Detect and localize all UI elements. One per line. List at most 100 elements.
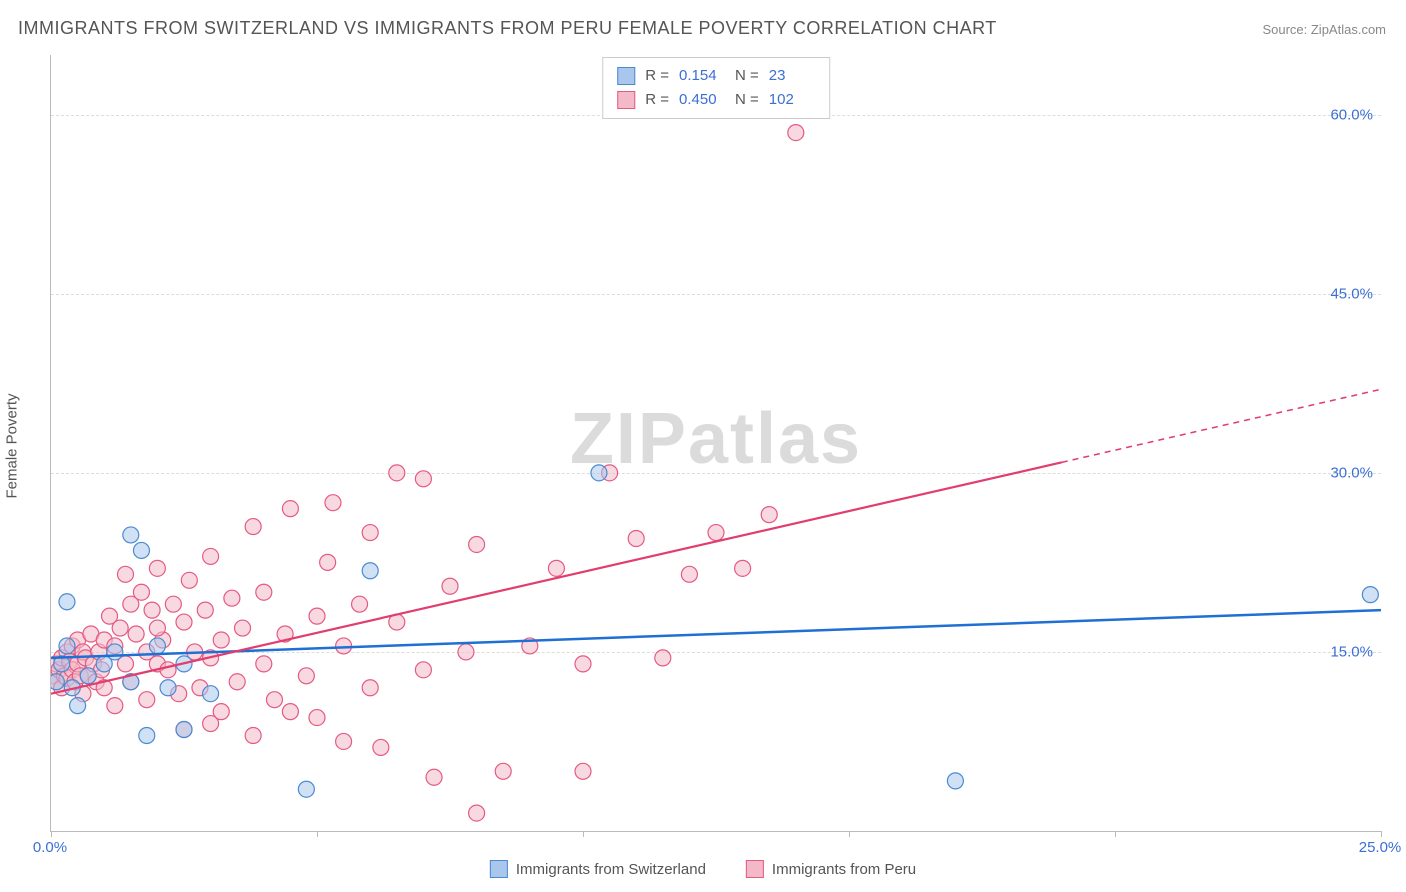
data-point	[681, 566, 697, 582]
trend-line	[51, 462, 1062, 693]
data-point	[628, 531, 644, 547]
stats-legend: R = 0.154 N = 23 R = 0.450 N = 102	[602, 57, 830, 119]
x-tick	[51, 831, 52, 837]
data-point	[229, 674, 245, 690]
data-point	[266, 692, 282, 708]
swatch-switzerland	[490, 860, 508, 878]
data-point	[160, 662, 176, 678]
data-point	[352, 596, 368, 612]
legend-label: Immigrants from Peru	[772, 861, 916, 878]
data-point	[235, 620, 251, 636]
data-point	[203, 548, 219, 564]
data-point	[282, 501, 298, 517]
data-point	[256, 584, 272, 600]
data-point	[245, 519, 261, 535]
data-point	[389, 465, 405, 481]
legend-label: Immigrants from Switzerland	[516, 861, 706, 878]
n-value-1: 23	[769, 64, 815, 88]
data-point	[309, 710, 325, 726]
data-point	[761, 507, 777, 523]
data-point	[469, 805, 485, 821]
data-point	[336, 733, 352, 749]
data-point	[373, 739, 389, 755]
data-point	[245, 727, 261, 743]
data-point	[655, 650, 671, 666]
trend-line	[51, 610, 1381, 658]
n-value-2: 102	[769, 88, 815, 112]
n-label: N =	[735, 64, 759, 88]
data-point	[309, 608, 325, 624]
data-point	[282, 704, 298, 720]
data-point	[203, 716, 219, 732]
data-point	[51, 674, 64, 690]
data-point	[165, 596, 181, 612]
data-point	[325, 495, 341, 511]
data-point	[442, 578, 458, 594]
data-point	[139, 727, 155, 743]
data-point	[176, 722, 192, 738]
source-attribution: Source: ZipAtlas.com	[1262, 22, 1386, 37]
data-point	[708, 525, 724, 541]
data-point	[176, 614, 192, 630]
data-point	[181, 572, 197, 588]
chart-title: IMMIGRANTS FROM SWITZERLAND VS IMMIGRANT…	[18, 18, 997, 39]
data-point	[469, 536, 485, 552]
data-point	[735, 560, 751, 576]
r-label: R =	[645, 88, 669, 112]
x-tick	[1115, 831, 1116, 837]
plot-area: R = 0.154 N = 23 R = 0.450 N = 102 ZIPat…	[50, 55, 1381, 832]
data-point	[203, 686, 219, 702]
legend-item-peru: Immigrants from Peru	[746, 860, 916, 878]
data-point	[298, 781, 314, 797]
stats-row-1: R = 0.154 N = 23	[617, 64, 815, 88]
data-point	[213, 632, 229, 648]
y-axis-label: Female Poverty	[4, 393, 21, 498]
data-point	[458, 644, 474, 660]
data-point	[1362, 587, 1378, 603]
data-point	[415, 471, 431, 487]
data-point	[788, 125, 804, 141]
x-tick	[583, 831, 584, 837]
r-label: R =	[645, 64, 669, 88]
data-point	[575, 656, 591, 672]
data-point	[149, 560, 165, 576]
data-point	[112, 620, 128, 636]
data-point	[160, 680, 176, 696]
chart-svg	[51, 55, 1381, 831]
data-point	[144, 602, 160, 618]
data-point	[59, 638, 75, 654]
swatch-peru	[746, 860, 764, 878]
data-point	[80, 668, 96, 684]
x-tick	[849, 831, 850, 837]
series-legend: Immigrants from Switzerland Immigrants f…	[490, 860, 916, 878]
stats-row-2: R = 0.450 N = 102	[617, 88, 815, 112]
data-point	[59, 594, 75, 610]
legend-item-switzerland: Immigrants from Switzerland	[490, 860, 706, 878]
data-point	[415, 662, 431, 678]
x-tick-label: 0.0%	[33, 839, 67, 856]
data-point	[224, 590, 240, 606]
data-point	[117, 566, 133, 582]
data-point	[133, 584, 149, 600]
data-point	[107, 698, 123, 714]
data-point	[426, 769, 442, 785]
data-point	[133, 542, 149, 558]
data-point	[362, 680, 378, 696]
swatch-peru	[617, 91, 635, 109]
data-point	[947, 773, 963, 789]
r-value-2: 0.450	[679, 88, 725, 112]
data-point	[70, 698, 86, 714]
data-point	[139, 692, 155, 708]
data-point	[320, 554, 336, 570]
data-point	[256, 656, 272, 672]
data-point	[197, 602, 213, 618]
data-point	[128, 626, 144, 642]
data-point	[362, 525, 378, 541]
r-value-1: 0.154	[679, 64, 725, 88]
x-tick	[317, 831, 318, 837]
data-point	[362, 563, 378, 579]
data-point	[495, 763, 511, 779]
x-tick-label: 25.0%	[1359, 839, 1402, 856]
data-point	[149, 638, 165, 654]
trend-line-extrapolated	[1062, 389, 1381, 462]
